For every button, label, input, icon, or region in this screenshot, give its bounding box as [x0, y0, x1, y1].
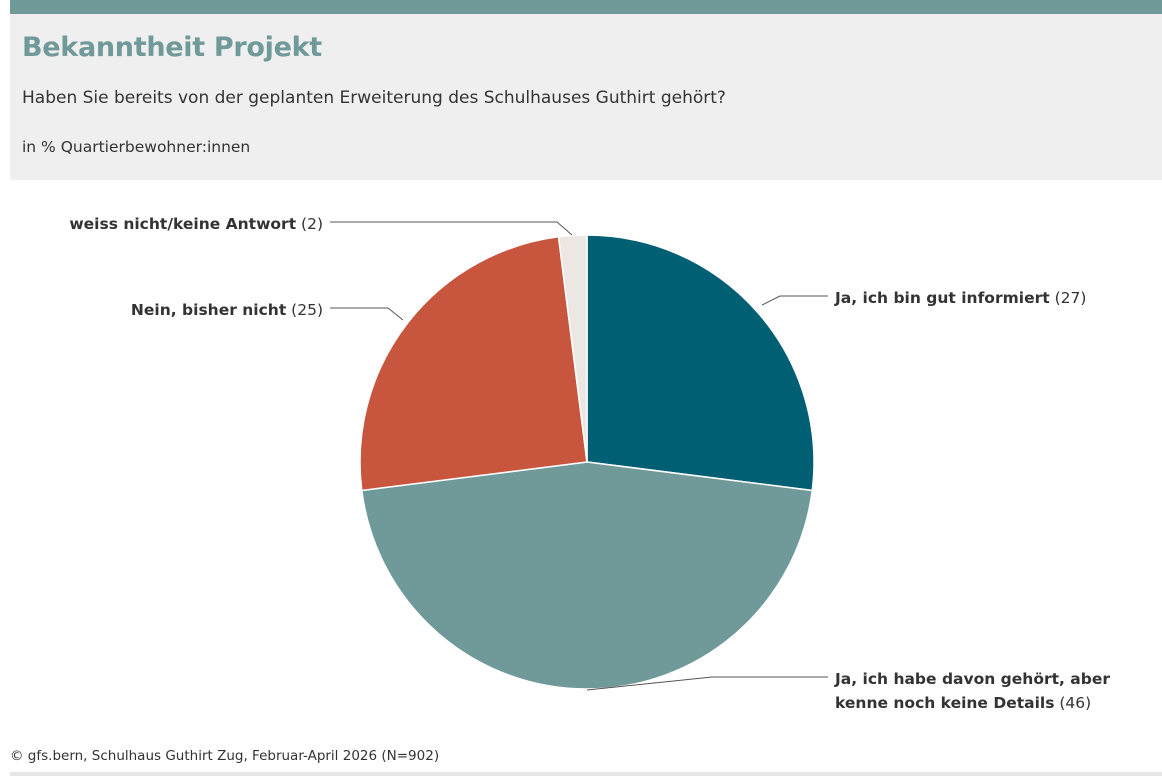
pie-slice-2 [359, 235, 588, 492]
chart-subtitle: Haben Sie bereits von der geplanten Erwe… [22, 88, 726, 108]
chart-header: Bekanntheit Projekt Haben Sie bereits vo… [10, 14, 1162, 180]
slice-label-3: weiss nicht/keine Antwort (2) [69, 215, 323, 233]
leader-line-3 [330, 221, 573, 236]
slice-label-1: Ja, ich habe davon gehört, aber kenne noc… [834, 670, 1110, 712]
top-accent-bar [10, 0, 1162, 14]
pie-slice-0 [586, 234, 815, 492]
pie-chart: Ja, ich bin gut informiert (27) Ja, ich h… [69, 215, 1110, 712]
bottom-divider [10, 772, 1162, 776]
slice-value-0: (27) [1050, 289, 1087, 307]
leader-line-0 [761, 295, 828, 306]
chart-title: Bekanntheit Projekt [22, 32, 322, 63]
source-note: © gfs.bern, Schulhaus Guthirt Zug, Febru… [10, 748, 440, 764]
slice-value-3: (2) [296, 215, 323, 233]
slice-label-2: Nein, bisher nicht (25) [131, 301, 323, 319]
leader-line-2 [330, 307, 404, 321]
slice-value-1: (46) [1054, 694, 1091, 712]
pie-slice-1 [360, 461, 814, 690]
chart-unit: in % Quartierbewohner:innen [22, 138, 251, 156]
slice-value-2: (25) [286, 301, 323, 319]
slice-label-0: Ja, ich bin gut informiert (27) [834, 289, 1086, 307]
leader-line-1 [586, 676, 828, 691]
pie-slice-3 [557, 234, 588, 463]
